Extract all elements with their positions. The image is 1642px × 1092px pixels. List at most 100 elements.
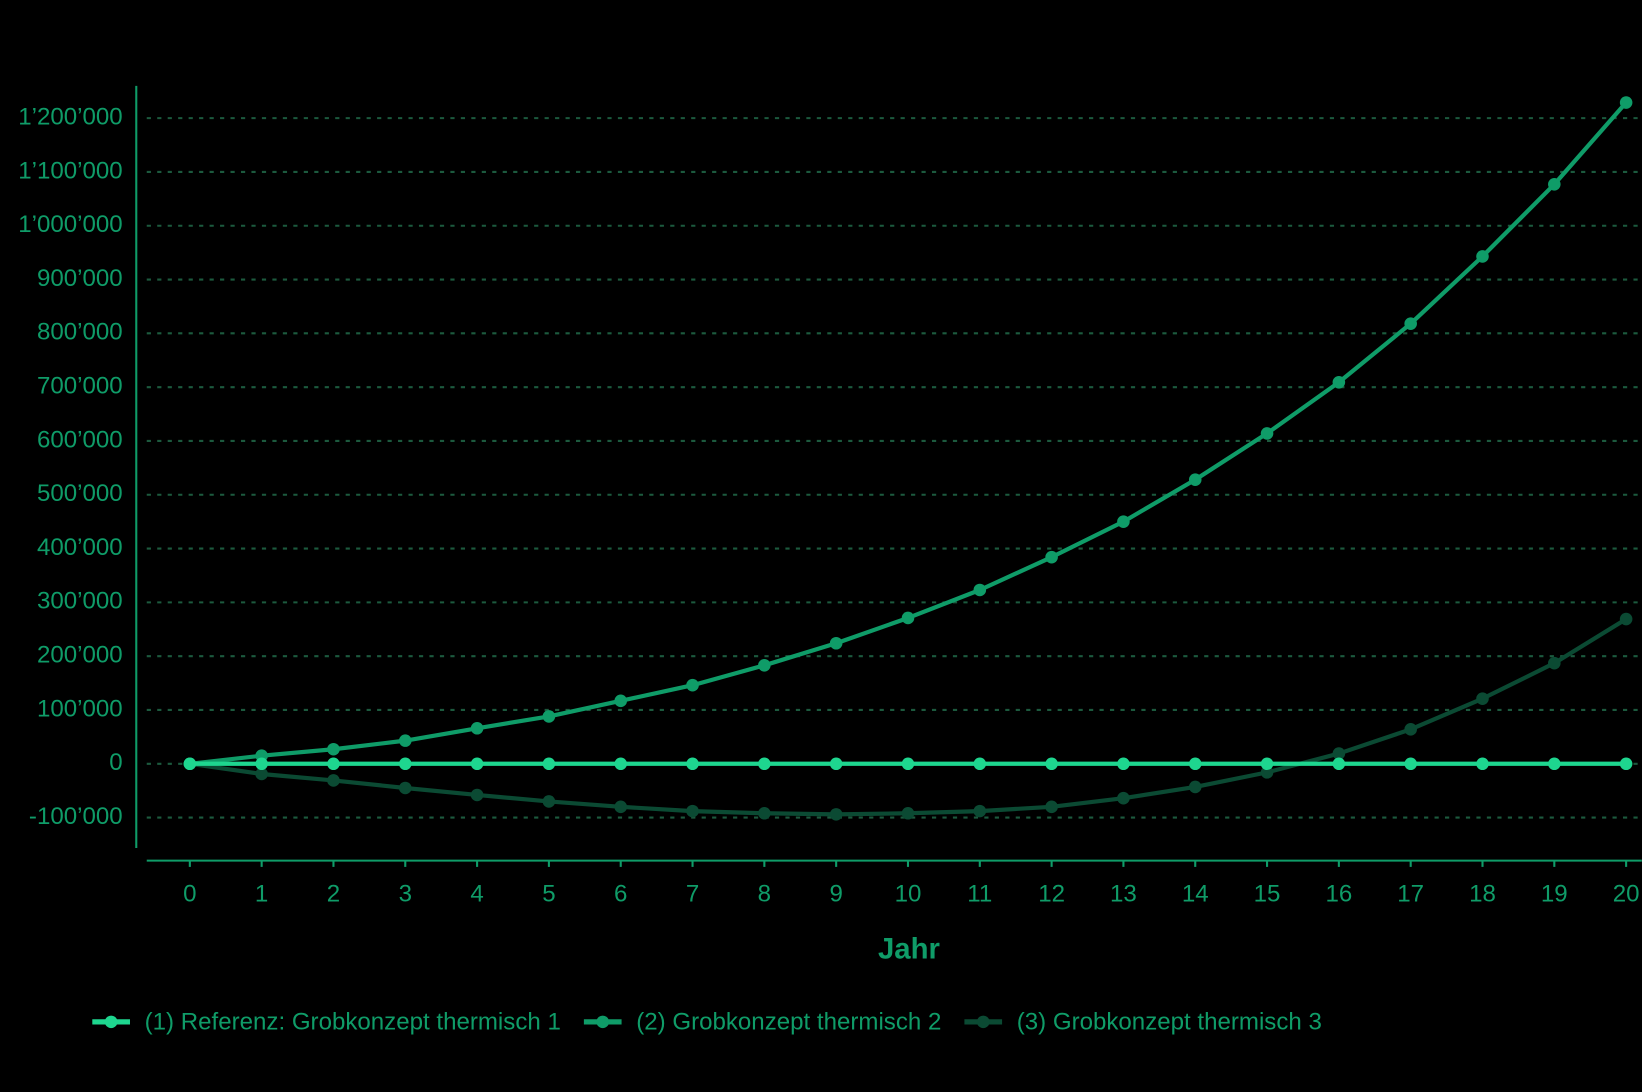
x-tick-label: 2 [327,881,340,908]
data-point [1619,757,1633,771]
data-point [686,757,699,771]
data-point [1045,757,1058,771]
data-point [1332,376,1346,389]
legend-item: (3) Grobkonzept thermisch 3 [964,1008,1322,1035]
data-point [1332,747,1346,760]
x-tick-label: 13 [1110,881,1137,908]
data-point [1332,757,1346,771]
data-point [470,788,484,802]
data-point [1260,757,1274,771]
data-point [901,611,915,625]
data-point [1476,250,1489,263]
data-point [255,767,268,781]
data-point [1260,766,1274,779]
legend-label: (3) Grobkonzept thermisch 3 [1017,1008,1322,1035]
data-point [1548,757,1561,771]
data-point [1476,692,1489,705]
data-point [542,795,556,808]
y-tick-label: 600’000 [37,426,123,453]
y-tick-label: 300’000 [37,588,123,615]
data-point [398,781,412,795]
data-point [1117,791,1130,805]
data-point [901,806,915,820]
data-point [829,808,843,821]
data-point [1045,800,1058,814]
x-tick-label: 12 [1038,881,1065,908]
data-point [470,721,484,735]
x-tick-label: 14 [1182,881,1209,908]
data-point [1260,427,1274,440]
y-tick-label: 1’000’000 [18,211,122,238]
x-tick-label: 4 [470,881,483,908]
data-point [1404,317,1417,330]
y-tick-label: 100’000 [37,695,123,722]
data-point [1188,473,1202,486]
x-tick-label: 16 [1325,881,1352,908]
x-tick-label: 10 [895,881,922,908]
data-point [327,774,340,787]
legend-marker [976,1015,990,1029]
x-tick-label: 17 [1397,881,1424,908]
x-tick-label: 11 [967,881,992,908]
data-point [183,757,197,771]
data-point [973,804,987,818]
y-tick-label: 400’000 [37,534,123,561]
data-point [829,757,843,771]
data-point [973,583,987,597]
data-point [973,757,987,771]
y-tick-label: 500’000 [37,480,123,507]
legend-marker [596,1015,610,1029]
x-axis-title: Jahr [878,932,940,965]
x-tick-label: 7 [686,881,699,908]
data-point [1045,550,1058,564]
data-point [1619,96,1633,109]
data-point [686,678,699,692]
legend-item: (1) Referenz: Grobkonzept thermisch 1 [92,1008,561,1035]
data-point [327,742,340,756]
y-tick-label: 1’100’000 [18,157,122,184]
data-point [327,757,340,771]
data-point [398,757,412,771]
x-tick-label: 20 [1613,881,1640,908]
data-point [614,694,628,708]
data-point [1619,612,1633,626]
legend-label: (2) Grobkonzept thermisch 2 [636,1008,941,1035]
x-tick-label: 6 [614,881,627,908]
x-tick-label: 5 [542,881,555,908]
x-tick-label: 3 [399,881,412,908]
data-point [829,636,843,650]
data-point [614,757,628,771]
data-point [901,757,915,771]
x-tick-label: 19 [1541,881,1568,908]
legend-label: (1) Referenz: Grobkonzept thermisch 1 [145,1008,561,1035]
legend-item: (2) Grobkonzept thermisch 2 [583,1008,941,1035]
x-tick-label: 18 [1469,881,1496,908]
data-point [1548,178,1561,191]
data-point [1188,757,1202,771]
data-point [1117,757,1130,771]
x-tick-label: 9 [829,881,842,908]
y-tick-label: -100’000 [29,803,123,830]
x-tick-label: 0 [183,881,196,908]
x-tick-label: 15 [1254,881,1281,908]
x-tick-label: 1 [255,881,268,908]
y-tick-label: 700’000 [37,373,123,400]
data-point [758,757,771,771]
data-point [1117,515,1130,528]
y-tick-label: 0 [109,749,122,776]
data-point [614,800,628,814]
data-point [542,710,556,723]
data-point [470,757,484,771]
legend-marker [104,1015,118,1029]
data-point [542,757,556,771]
x-tick-label: 8 [758,881,771,908]
data-point [398,734,412,747]
data-point [1188,780,1202,794]
y-tick-label: 800’000 [37,319,123,346]
y-tick-label: 200’000 [37,642,123,669]
data-point [758,659,771,672]
y-tick-label: 1’200’000 [18,103,122,130]
data-point [255,757,268,771]
y-tick-label: 900’000 [37,265,123,292]
